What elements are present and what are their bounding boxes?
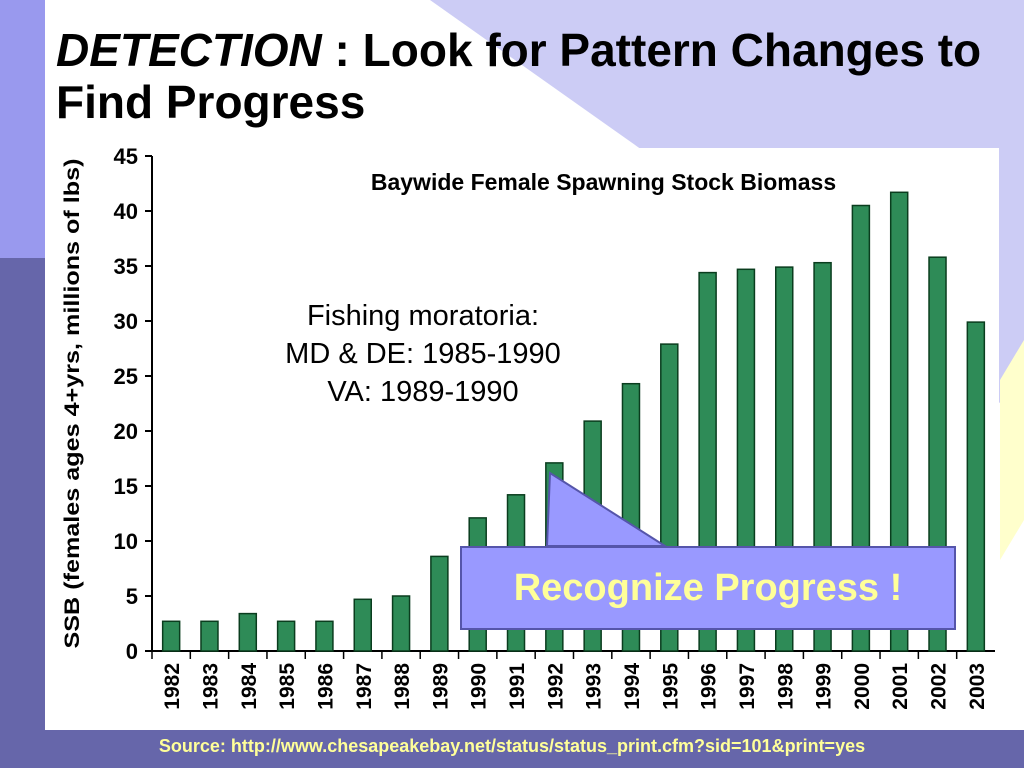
x-tick-label: 1990 <box>468 663 491 710</box>
y-axis-label: SSB (females ages 4+yrs, millions of lbs… <box>61 159 84 649</box>
x-tick-label: 1986 <box>314 663 337 710</box>
bar-1989 <box>430 555 449 652</box>
bar-1983 <box>200 620 219 652</box>
x-tick-label: 2001 <box>889 663 912 710</box>
bar-1982 <box>161 620 181 652</box>
y-tick-label: 20 <box>114 419 138 444</box>
y-tick-label: 25 <box>114 364 138 389</box>
left-accent-band-bottom <box>0 258 45 768</box>
slide-title: DETECTION : Look for Pattern Changes to … <box>56 24 996 128</box>
x-tick-label: 1984 <box>238 663 261 710</box>
bar-1986 <box>315 620 334 652</box>
annotation-line: Fishing moratoria: <box>307 300 539 332</box>
bar-1984 <box>238 612 258 652</box>
y-tick-label: 40 <box>114 199 138 224</box>
left-accent-band-top <box>0 0 45 258</box>
x-tick-label: 1982 <box>161 663 184 710</box>
y-tick-label: 15 <box>114 474 138 499</box>
x-tick-label: 1983 <box>199 663 222 710</box>
x-tick-label: 1995 <box>659 663 682 710</box>
annotation-line: MD & DE: 1985-1990 <box>285 338 561 370</box>
x-tick-label: 2002 <box>928 663 951 710</box>
y-tick-label: 45 <box>114 148 138 169</box>
x-tick-label: 1993 <box>583 663 606 710</box>
y-tick-label: 0 <box>126 639 138 664</box>
x-tick-label: 1992 <box>544 663 567 710</box>
x-tick-label: 1985 <box>276 663 299 710</box>
callout-pointer <box>545 471 669 547</box>
bar-1985 <box>276 620 296 652</box>
bar-chart: 0 5 10 15 20 25 30 35 40 45 SSB (females ages 4+yr… <box>61 148 995 710</box>
bottom-accent-band <box>0 730 1024 768</box>
bar-2000 <box>851 204 871 652</box>
callout-text: Recognize Progress ! <box>513 566 903 609</box>
x-tick-label: 1989 <box>429 663 452 710</box>
x-tick-label: 1991 <box>506 663 529 710</box>
y-tick-label: 35 <box>114 254 138 279</box>
x-tick-label: 1998 <box>774 663 797 710</box>
x-tick-label: 1994 <box>621 663 644 710</box>
bar-1988 <box>391 595 411 652</box>
source-citation: Source: http://www.chesapeakebay.net/sta… <box>158 736 866 756</box>
x-tick-label: 2003 <box>966 663 989 710</box>
x-tick-label: 1996 <box>698 663 721 710</box>
x-tick-label: 1988 <box>391 663 414 710</box>
y-tick-label: 10 <box>114 529 138 554</box>
bar-2001 <box>889 191 909 652</box>
title-rest: : Look for Pattern Changes to Find Progr… <box>56 24 982 128</box>
callout-box: Recognize Progress ! <box>460 546 956 630</box>
annotation-line: VA: 1989-1990 <box>327 376 518 408</box>
chart-title: Baywide Female Spawning Stock Biomass <box>371 169 836 195</box>
bar-1987 <box>353 598 372 652</box>
title-emphasis: DETECTION <box>56 24 322 76</box>
x-tick-label: 1997 <box>736 663 759 710</box>
y-tick-label: 5 <box>126 584 138 609</box>
x-tick-label: 1987 <box>353 663 376 710</box>
x-tick-label: 1999 <box>813 663 836 710</box>
chart-panel: 0 5 10 15 20 25 30 35 40 45 SSB (females ages 4+yr… <box>45 148 999 728</box>
y-tick-label: 30 <box>114 309 138 334</box>
x-tick-label: 2000 <box>851 663 874 710</box>
bar-2003 <box>966 321 986 652</box>
